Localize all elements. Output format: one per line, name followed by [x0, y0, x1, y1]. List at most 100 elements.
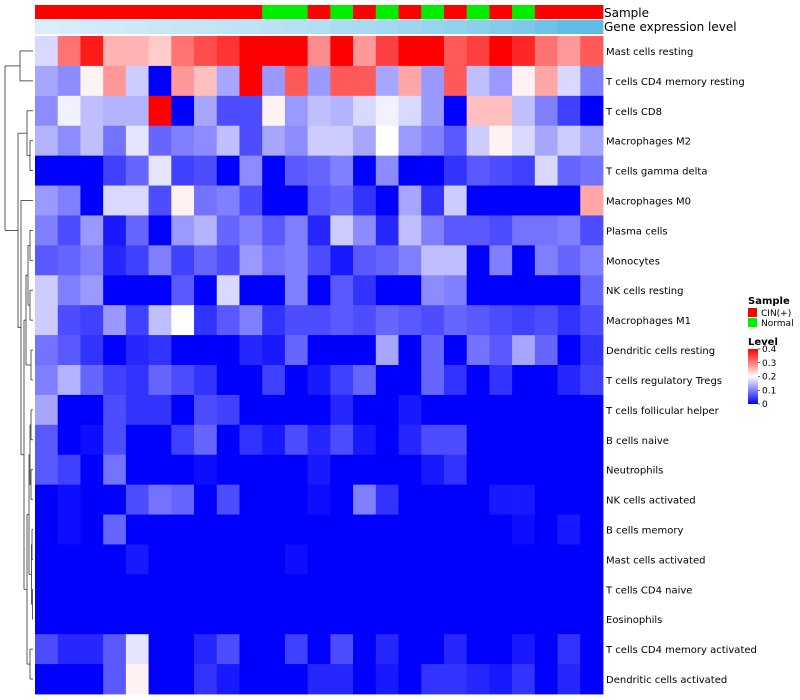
- heatmap-cell: [216, 454, 240, 486]
- heatmap-cell: [194, 185, 218, 216]
- heatmap-cell: [580, 335, 604, 366]
- expression-annotation-cell: [125, 20, 149, 34]
- heatmap-cell: [103, 95, 127, 127]
- heatmap-cell: [103, 424, 127, 456]
- heatmap-cell: [466, 574, 490, 605]
- heatmap-cell: [194, 305, 218, 336]
- heatmap-cell: [57, 664, 81, 695]
- heatmap-cell: [489, 394, 513, 426]
- heatmap-cell: [148, 275, 172, 306]
- heatmap-cell: [421, 155, 445, 186]
- row-label: NK cells resting: [606, 286, 683, 297]
- heatmap-cell: [330, 185, 354, 216]
- expression-annotation-cell: [534, 20, 558, 34]
- heatmap-cell: [148, 95, 172, 127]
- heatmap-cell: [171, 305, 195, 336]
- heatmap-cell: [512, 634, 536, 665]
- row-label: T cells gamma delta: [605, 167, 707, 178]
- heatmap-cell: [262, 275, 286, 306]
- heatmap-cell: [125, 664, 149, 695]
- expression-annotation-cell: [262, 20, 286, 34]
- heatmap-cell: [216, 36, 240, 67]
- heatmap-cell: [239, 484, 263, 515]
- heatmap-cell: [80, 634, 104, 665]
- heatmap-cell: [216, 275, 240, 306]
- heatmap-cell: [284, 275, 309, 306]
- heatmap-cell: [103, 484, 127, 515]
- heatmap-cell: [330, 215, 354, 246]
- heatmap-cell: [194, 215, 218, 246]
- expression-annotation-cell: [580, 20, 604, 34]
- heatmap-cell: [262, 335, 286, 366]
- heatmap-cell: [580, 125, 604, 157]
- heatmap-cell: [443, 365, 468, 396]
- heatmap-cell: [35, 634, 59, 665]
- heatmap-cell: [307, 484, 331, 515]
- level-legend-tick-label: 0.4: [762, 345, 777, 355]
- heatmap-cell: [57, 634, 81, 665]
- heatmap-cell: [171, 125, 195, 157]
- heatmap-cell: [57, 245, 81, 276]
- row-label: Mast cells activated: [606, 555, 705, 566]
- heatmap-cell: [194, 65, 218, 97]
- sample-annotation-cell: [57, 5, 81, 19]
- heatmap-cell: [80, 305, 104, 336]
- sample-annotation-cell: [398, 5, 422, 19]
- heatmap-cell: [557, 634, 581, 665]
- heatmap-cell: [80, 514, 104, 545]
- heatmap-cell: [330, 574, 354, 605]
- heatmap-cell: [443, 275, 468, 306]
- heatmap-cell: [353, 275, 377, 306]
- heatmap-cell: [307, 215, 331, 246]
- row-label: NK cells activated: [606, 496, 696, 507]
- heatmap-cell: [580, 305, 604, 336]
- heatmap-cell: [57, 604, 81, 635]
- heatmap-cell: [125, 65, 149, 97]
- heatmap-cell: [35, 275, 59, 306]
- heatmap-cell: [216, 634, 240, 665]
- sample-annotation-cell: [353, 5, 377, 19]
- heatmap-cell: [534, 305, 558, 336]
- heatmap-cell: [307, 664, 331, 695]
- heatmap-cell: [216, 215, 240, 246]
- heatmap-cell: [557, 394, 581, 426]
- heatmap-cell: [57, 335, 81, 366]
- heatmap-cell: [557, 544, 581, 575]
- heatmap-cell: [489, 664, 513, 695]
- heatmap-cell: [239, 454, 263, 486]
- heatmap-cell: [171, 215, 195, 246]
- heatmap-cell: [580, 394, 604, 426]
- heatmap-cell: [148, 365, 172, 396]
- row-label: Macrophages M1: [606, 316, 691, 327]
- heatmap-cell: [466, 215, 490, 246]
- heatmap-cell: [262, 125, 286, 157]
- heatmap-cell: [57, 275, 81, 306]
- heatmap-cell: [512, 574, 536, 605]
- heatmap-cell: [512, 95, 536, 127]
- heatmap-cell: [262, 305, 286, 336]
- heatmap-cell: [512, 185, 536, 216]
- heatmap-cell: [443, 65, 468, 97]
- heatmap-cell: [284, 604, 309, 635]
- heatmap-cell: [353, 514, 377, 545]
- heatmap-cell: [443, 484, 468, 515]
- heatmap-cell: [57, 544, 81, 575]
- heatmap-cell: [512, 335, 536, 366]
- heatmap-cell: [284, 394, 309, 426]
- heatmap-cell: [216, 335, 240, 366]
- heatmap-cell: [148, 215, 172, 246]
- heatmap-cell: [375, 365, 399, 396]
- heatmap-cell: [466, 604, 490, 635]
- heatmap-cell: [125, 454, 149, 486]
- heatmap-cell: [307, 634, 331, 665]
- heatmap-cell: [125, 544, 149, 575]
- heatmap-cell: [330, 36, 354, 67]
- heatmap-cell: [375, 65, 399, 97]
- heatmap-cell: [194, 544, 218, 575]
- annotation-label-expression: Gene expression level: [604, 20, 737, 34]
- heatmap-cell: [489, 514, 513, 545]
- heatmap-cell: [398, 125, 422, 157]
- heatmap-cell: [489, 95, 513, 127]
- heatmap-cell: [239, 664, 263, 695]
- heatmap-cell: [375, 574, 399, 605]
